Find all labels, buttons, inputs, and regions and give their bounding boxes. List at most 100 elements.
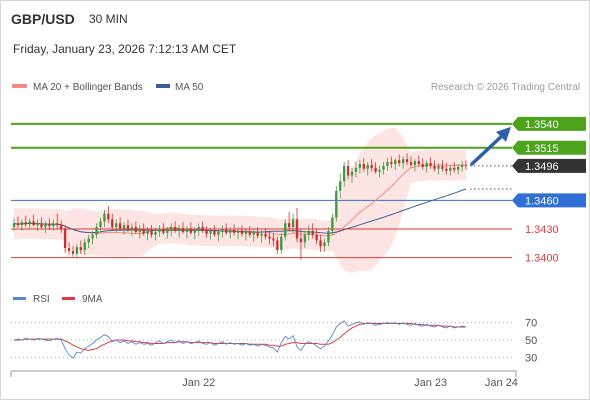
candle-body [272,238,275,241]
candle-body [150,230,153,235]
candle [228,227,232,239]
candle-body [327,230,330,243]
candle-body [158,229,161,232]
support-resistance-levels [11,122,512,259]
candle [378,165,381,178]
candle-body [339,181,342,191]
candle [177,225,181,238]
candle-body [32,221,35,226]
candle-body [390,162,393,165]
candle [232,224,236,236]
candle [59,220,63,233]
candle-body [126,225,130,230]
candle-body [449,167,452,171]
moving-averages [13,164,467,237]
candle-body [256,232,259,236]
candle-body [354,167,358,172]
candle [16,216,20,229]
candle [67,242,71,255]
candle [52,219,55,231]
candle-body [398,160,401,164]
candle [413,159,417,172]
candle-body [295,219,299,239]
ma20-legend-swatch [12,84,27,88]
candle-body [437,165,440,169]
level-label-1.3460: 1.3460 [512,193,586,208]
candle [256,227,259,239]
candle-body [28,221,31,225]
candle-body [36,223,39,226]
candle-body [75,247,79,254]
candle [405,153,409,165]
candle-body [228,229,232,233]
candle [87,234,90,249]
candle [382,162,385,175]
candle-body [83,242,86,251]
candle-body [56,223,59,226]
candle-body [315,234,318,241]
rsi-ma-line [14,323,466,351]
candle-body [350,171,354,176]
bollinger-band-area [14,127,466,273]
level-label-1.3430: 1.3430 [525,224,559,236]
candle [323,238,326,252]
candle-body [280,236,283,251]
forecast-arrow-shaft [470,134,504,166]
candle [115,219,118,233]
datetime-label: Friday, January 23, 2026 7:12:13 AM CET [13,42,237,56]
candle-body [20,222,24,226]
candle [213,225,216,237]
candle-body [134,227,138,232]
candle [358,160,362,174]
candle-body [323,242,326,247]
candle-body [287,223,291,228]
candle-body [40,223,43,228]
candle [311,223,314,239]
candle-body [319,240,322,247]
candle [252,229,255,242]
candle-body [362,164,365,169]
candle [209,228,212,240]
candle-body [264,233,267,237]
time-tick-label: Jan 22 [182,377,215,389]
candle-body [48,224,51,227]
candle [138,225,141,239]
candle [362,158,365,172]
candle [173,221,177,233]
candle-body [63,229,67,249]
candle-body [456,166,460,170]
candle-body [197,227,200,230]
candle [197,223,200,236]
candle [111,213,114,231]
candle [40,217,43,229]
candle-body [370,164,373,168]
candle-body [342,165,346,182]
candle-body [284,223,287,237]
candle-body [189,229,193,233]
candle-body [111,219,114,228]
candle-body [213,230,216,235]
candle [350,167,354,184]
candle [335,186,338,222]
level-label-tag [512,116,586,131]
level-label-text: 1.3460 [525,195,559,207]
credit-label: Research © 2026 Trading Central [431,82,580,93]
rsi-line [13,320,467,359]
candle [240,225,244,237]
candle [158,225,161,237]
candle-body [409,162,413,165]
candle-body [154,231,157,235]
candle-body [138,229,141,232]
timeframe-label: 30 MIN [89,12,128,26]
candle-body [107,213,110,220]
ma50-legend-label: MA 50 [175,82,204,93]
level-labels: 1.3540 1.3515 1.3496 1.3460 1.3430 1.3400 [512,116,586,265]
candle [421,158,424,170]
candle-body [103,213,106,222]
candle-body [130,227,134,230]
candle [319,234,322,252]
candle-body [311,230,314,235]
candle-body [232,229,236,233]
bollinger-band [14,127,466,273]
candle [107,206,110,224]
